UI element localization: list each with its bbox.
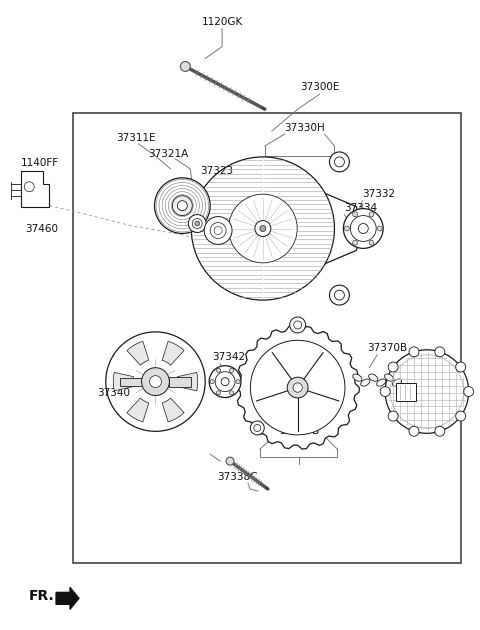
Text: 37311E: 37311E <box>116 133 156 143</box>
Circle shape <box>409 347 419 357</box>
Text: 37323: 37323 <box>200 166 233 176</box>
Circle shape <box>24 182 34 192</box>
Text: 1120GK: 1120GK <box>202 17 243 26</box>
Ellipse shape <box>360 379 370 386</box>
Text: 37370B: 37370B <box>367 343 408 353</box>
Circle shape <box>210 222 226 238</box>
Circle shape <box>188 215 206 232</box>
Circle shape <box>345 226 349 231</box>
Circle shape <box>228 194 297 263</box>
Circle shape <box>192 219 202 229</box>
Circle shape <box>229 369 234 372</box>
Text: 37390B: 37390B <box>411 355 451 365</box>
Circle shape <box>178 201 187 210</box>
Text: 37321A: 37321A <box>148 149 189 159</box>
Circle shape <box>353 240 358 245</box>
Circle shape <box>290 317 306 333</box>
Polygon shape <box>56 587 79 609</box>
Ellipse shape <box>384 374 394 381</box>
Circle shape <box>380 387 390 396</box>
Circle shape <box>255 220 271 236</box>
Polygon shape <box>162 398 184 422</box>
Circle shape <box>172 196 192 215</box>
Circle shape <box>369 240 374 245</box>
Circle shape <box>294 321 301 329</box>
Text: 37300E: 37300E <box>300 83 339 93</box>
Text: 37342: 37342 <box>212 352 245 362</box>
Circle shape <box>385 350 468 433</box>
Polygon shape <box>177 372 198 391</box>
Circle shape <box>236 379 240 384</box>
Circle shape <box>329 285 349 305</box>
Ellipse shape <box>393 379 402 386</box>
Circle shape <box>435 347 445 357</box>
Circle shape <box>388 362 398 372</box>
Circle shape <box>388 411 398 421</box>
Circle shape <box>150 375 161 387</box>
Circle shape <box>350 215 376 241</box>
Circle shape <box>254 425 261 432</box>
Text: 37367B: 37367B <box>279 427 320 437</box>
Circle shape <box>293 383 302 392</box>
Circle shape <box>251 340 345 435</box>
Bar <box>169 377 192 387</box>
Circle shape <box>229 391 234 395</box>
Circle shape <box>435 427 445 436</box>
Polygon shape <box>127 398 149 422</box>
Circle shape <box>210 379 214 384</box>
Bar <box>120 377 142 386</box>
Ellipse shape <box>369 374 378 381</box>
Circle shape <box>195 221 200 226</box>
Polygon shape <box>236 326 360 449</box>
Text: 37332: 37332 <box>362 189 396 198</box>
Circle shape <box>260 226 266 231</box>
Circle shape <box>335 290 344 300</box>
Circle shape <box>106 332 205 432</box>
Ellipse shape <box>353 374 362 381</box>
Circle shape <box>353 212 358 217</box>
Bar <box>73 113 461 563</box>
Polygon shape <box>127 341 149 365</box>
Circle shape <box>192 157 335 300</box>
Circle shape <box>155 178 210 234</box>
Circle shape <box>464 387 474 396</box>
Circle shape <box>377 226 382 231</box>
Circle shape <box>456 362 466 372</box>
Polygon shape <box>258 165 362 292</box>
Circle shape <box>251 421 264 435</box>
Circle shape <box>226 457 234 465</box>
Circle shape <box>216 369 221 372</box>
Circle shape <box>288 377 308 398</box>
Text: 37334: 37334 <box>344 203 377 213</box>
Polygon shape <box>162 341 184 365</box>
Text: 37330H: 37330H <box>284 123 325 133</box>
Circle shape <box>369 212 374 217</box>
Polygon shape <box>113 372 133 391</box>
Text: 37340: 37340 <box>97 387 131 398</box>
Circle shape <box>216 391 221 395</box>
Circle shape <box>215 372 235 392</box>
Text: 1140FF: 1140FF <box>21 158 60 168</box>
Circle shape <box>142 368 169 396</box>
Circle shape <box>221 377 229 386</box>
Polygon shape <box>21 171 49 207</box>
Text: 37338C: 37338C <box>217 472 257 482</box>
Circle shape <box>343 209 383 248</box>
Circle shape <box>456 411 466 421</box>
Circle shape <box>214 227 222 234</box>
Ellipse shape <box>377 379 386 386</box>
Text: 37460: 37460 <box>24 224 58 234</box>
Bar <box>396 382 416 401</box>
Circle shape <box>180 62 190 71</box>
Circle shape <box>209 365 241 398</box>
Circle shape <box>335 157 344 167</box>
Circle shape <box>329 152 349 172</box>
Text: FR.: FR. <box>29 589 55 604</box>
Circle shape <box>409 427 419 436</box>
Circle shape <box>204 217 232 244</box>
Circle shape <box>358 224 368 234</box>
